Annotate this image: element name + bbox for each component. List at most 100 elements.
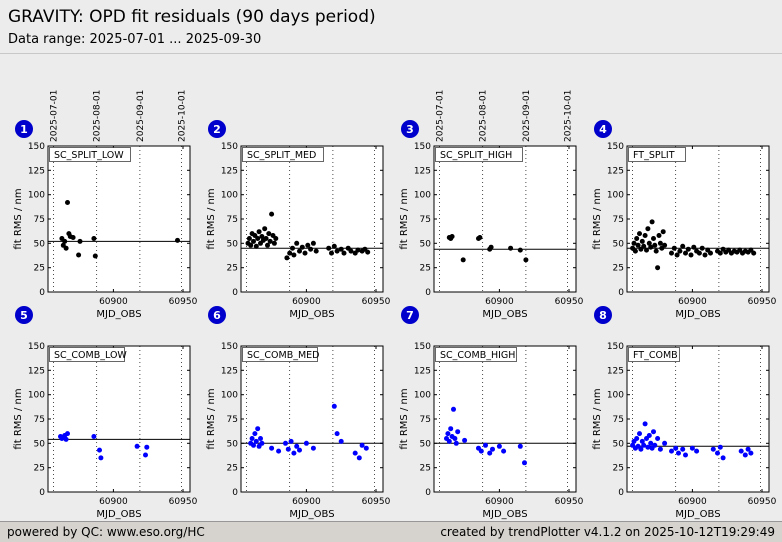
svg-text:2025-09-01: 2025-09-01 — [136, 90, 146, 142]
svg-text:50: 50 — [227, 439, 239, 449]
svg-text:fit RMS / nm: fit RMS / nm — [13, 188, 24, 249]
scatter-chart-sc-split-high: 2025-07-01 2025-08-01 2025-09-01 2025-10-01… — [399, 90, 584, 320]
svg-text:150: 150 — [221, 142, 238, 152]
svg-text:0: 0 — [232, 288, 238, 298]
panel-number-badge: 3 — [401, 120, 419, 138]
svg-text:100: 100 — [221, 191, 238, 201]
svg-text:125: 125 — [221, 166, 238, 176]
svg-text:125: 125 — [221, 366, 238, 376]
footer-bar: powered by QC: www.eso.org/HC created by… — [0, 521, 782, 542]
scatter-chart-sc-split-low: 2025-07-01 2025-08-01 2025-09-01 2025-10-01… — [13, 90, 198, 320]
svg-text:SC_SPLIT_HIGH: SC_SPLIT_HIGH — [440, 150, 512, 161]
svg-text:60900: 60900 — [678, 497, 707, 507]
svg-text:150: 150 — [28, 342, 45, 352]
svg-text:75: 75 — [420, 215, 431, 225]
svg-text:MJD_OBS: MJD_OBS — [96, 309, 141, 320]
svg-text:FT_SPLIT: FT_SPLIT — [633, 150, 675, 161]
svg-text:125: 125 — [414, 366, 431, 376]
svg-text:50: 50 — [420, 239, 432, 249]
date-range-subtitle: Data range: 2025-07-01 ... 2025-09-30 — [8, 32, 262, 47]
svg-text:MJD_OBS: MJD_OBS — [289, 509, 334, 520]
svg-text:fit RMS / nm: fit RMS / nm — [592, 188, 603, 249]
svg-text:75: 75 — [420, 415, 431, 425]
panel-number-badge: 7 — [401, 306, 419, 324]
svg-text:50: 50 — [613, 239, 625, 249]
panel-number-badge: 6 — [208, 306, 226, 324]
svg-text:25: 25 — [420, 264, 431, 274]
svg-text:2025-09-01: 2025-09-01 — [522, 90, 532, 142]
panel-number-badge: 4 — [594, 120, 612, 138]
page-title: GRAVITY: OPD fit residuals (90 days peri… — [8, 7, 376, 27]
footer-created-by: created by trendPlotter v4.1.2 on 2025-1… — [440, 525, 775, 539]
panel-sc-comb-low: 5 0 25 50 75 100 125 150 60900 60950 MJD_OBS fit RM… — [6, 306, 199, 520]
panel-ft-split: 4 0 25 50 75 100 125 150 60900 60950 MJD_OBS fit RM… — [585, 78, 778, 320]
svg-text:0: 0 — [39, 288, 45, 298]
svg-text:60900: 60900 — [99, 497, 128, 507]
svg-text:25: 25 — [227, 264, 238, 274]
svg-text:50: 50 — [420, 439, 432, 449]
svg-text:MJD_OBS: MJD_OBS — [675, 509, 720, 520]
svg-text:2025-07-01: 2025-07-01 — [436, 90, 446, 142]
svg-text:SC_COMB_LOW: SC_COMB_LOW — [54, 350, 127, 361]
svg-text:60950: 60950 — [169, 297, 198, 307]
svg-text:75: 75 — [34, 415, 45, 425]
charts-grid: 1 2025-07-01 2025-08-01 2025-09-01 2025-10-0… — [6, 78, 778, 520]
panel-sc-split-high: 3 2025-07-01 2025-08-01 2025-09-01 2025-10-0… — [392, 78, 585, 320]
panel-sc-split-low: 1 2025-07-01 2025-08-01 2025-09-01 2025-10-0… — [6, 78, 199, 320]
svg-text:0: 0 — [425, 488, 431, 498]
scatter-chart-ft-split: 0 25 50 75 100 125 150 60900 60950 MJD_OBS fit RMS… — [592, 142, 777, 320]
svg-text:MJD_OBS: MJD_OBS — [675, 309, 720, 320]
svg-text:60950: 60950 — [555, 297, 584, 307]
svg-text:50: 50 — [34, 239, 46, 249]
svg-text:60900: 60900 — [485, 297, 514, 307]
svg-text:25: 25 — [420, 464, 431, 474]
svg-text:150: 150 — [414, 342, 431, 352]
svg-text:0: 0 — [39, 488, 45, 498]
svg-text:fit RMS / nm: fit RMS / nm — [206, 188, 217, 249]
svg-text:25: 25 — [34, 464, 45, 474]
svg-text:150: 150 — [607, 342, 624, 352]
svg-text:0: 0 — [618, 488, 624, 498]
svg-text:125: 125 — [607, 166, 624, 176]
svg-text:60950: 60950 — [362, 297, 391, 307]
svg-text:25: 25 — [227, 464, 238, 474]
svg-text:100: 100 — [221, 391, 238, 401]
svg-text:100: 100 — [414, 191, 431, 201]
svg-text:2025-08-01: 2025-08-01 — [479, 90, 489, 142]
svg-text:50: 50 — [34, 439, 46, 449]
svg-text:MJD_OBS: MJD_OBS — [482, 309, 527, 320]
svg-text:fit RMS / nm: fit RMS / nm — [13, 388, 24, 449]
svg-text:SC_SPLIT_MED: SC_SPLIT_MED — [247, 150, 316, 161]
svg-text:60900: 60900 — [678, 297, 707, 307]
svg-text:fit RMS / nm: fit RMS / nm — [399, 388, 410, 449]
scatter-chart-sc-split-med: 0 25 50 75 100 125 150 60900 60950 MJD_OBS fit RMS… — [206, 142, 391, 320]
svg-text:2025-10-01: 2025-10-01 — [564, 90, 574, 142]
svg-text:60900: 60900 — [292, 297, 321, 307]
panel-number-badge: 8 — [594, 306, 612, 324]
svg-text:100: 100 — [607, 191, 624, 201]
panel-number-badge: 2 — [208, 120, 226, 138]
svg-text:60950: 60950 — [362, 497, 391, 507]
svg-text:2025-10-01: 2025-10-01 — [178, 90, 188, 142]
svg-text:0: 0 — [425, 288, 431, 298]
svg-text:60950: 60950 — [748, 497, 777, 507]
scatter-chart-sc-comb-low: 0 25 50 75 100 125 150 60900 60950 MJD_OBS fit RMS… — [13, 342, 198, 520]
svg-text:100: 100 — [28, 391, 45, 401]
svg-text:MJD_OBS: MJD_OBS — [482, 509, 527, 520]
svg-text:60950: 60950 — [169, 497, 198, 507]
svg-text:100: 100 — [607, 391, 624, 401]
svg-text:100: 100 — [28, 191, 45, 201]
panel-number-badge: 5 — [15, 306, 33, 324]
svg-text:25: 25 — [34, 264, 45, 274]
panel-number-badge: 1 — [15, 120, 33, 138]
svg-text:60950: 60950 — [748, 297, 777, 307]
svg-text:150: 150 — [28, 142, 45, 152]
svg-text:2025-07-01: 2025-07-01 — [50, 90, 60, 142]
scatter-chart-sc-comb-med: 0 25 50 75 100 125 150 60900 60950 MJD_OBS fit RMS… — [206, 342, 391, 520]
svg-text:0: 0 — [618, 288, 624, 298]
panel-sc-split-med: 2 0 25 50 75 100 125 150 60900 60950 MJD_OBS fit RM… — [199, 78, 392, 320]
svg-text:FT_COMB: FT_COMB — [633, 350, 678, 361]
svg-text:150: 150 — [607, 142, 624, 152]
svg-text:125: 125 — [414, 166, 431, 176]
svg-text:25: 25 — [613, 264, 624, 274]
